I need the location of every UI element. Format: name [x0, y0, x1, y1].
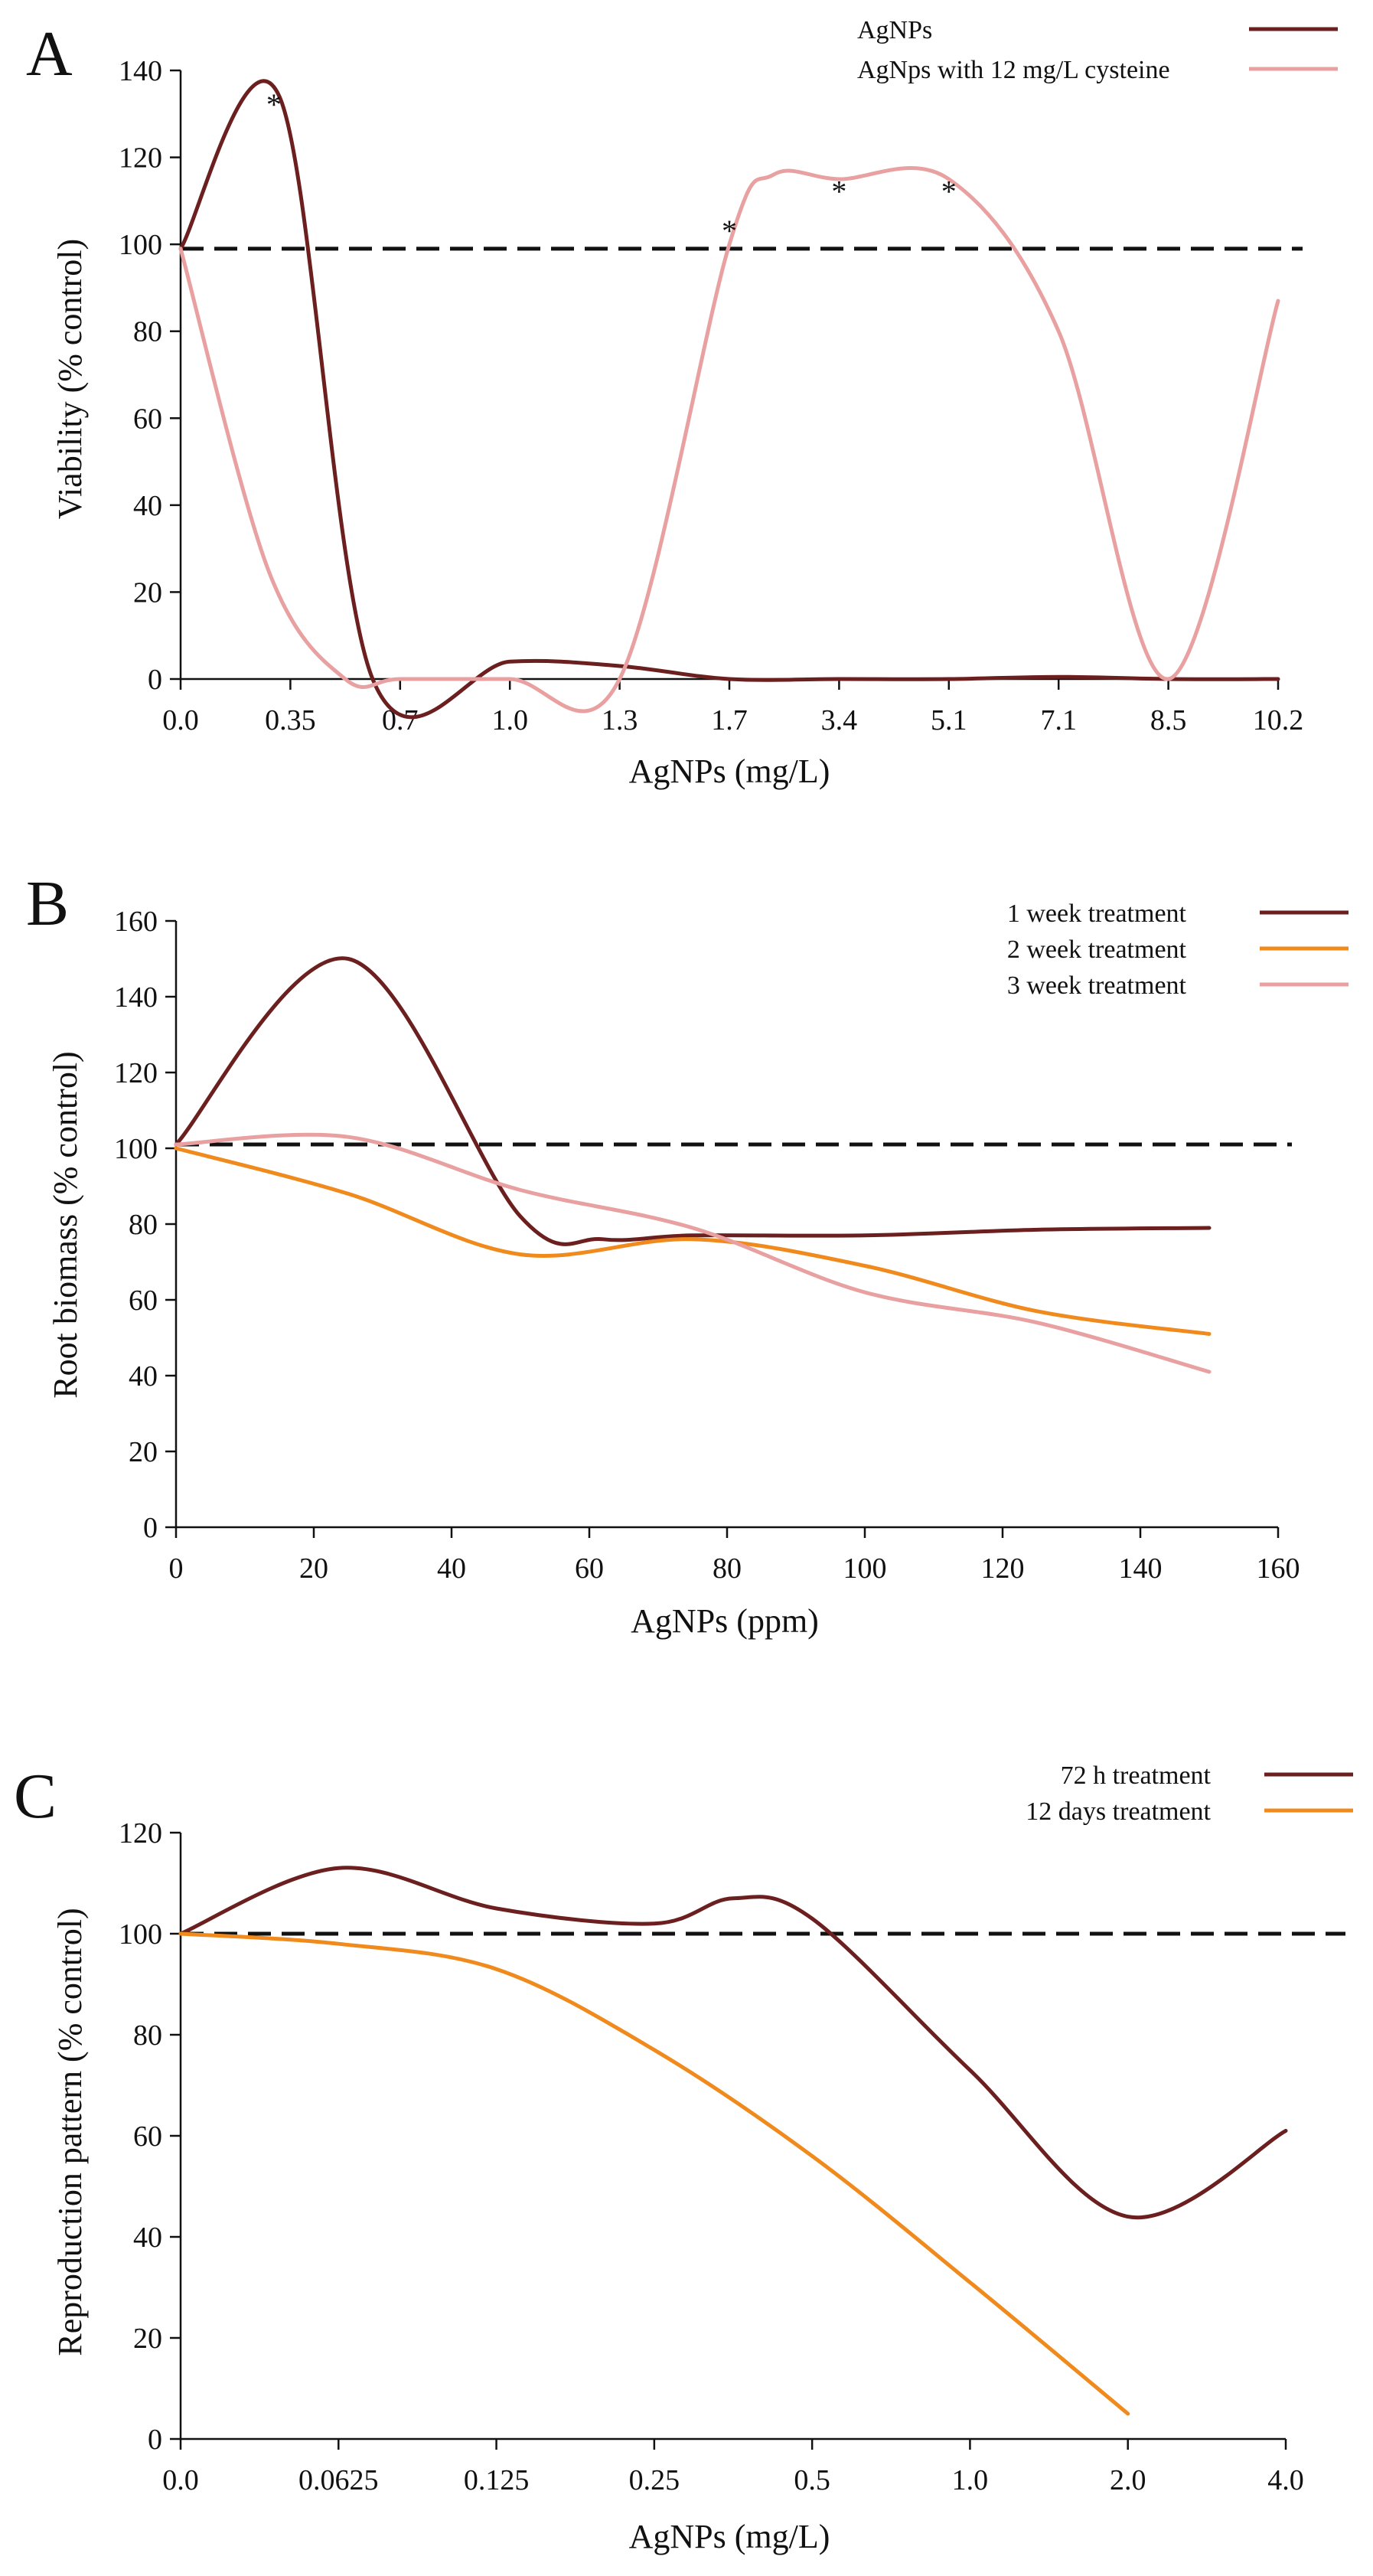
panel-b-x-axis-label: AgNPs (ppm): [631, 1602, 819, 1640]
panel-a-y-tick-label: 100: [119, 229, 162, 261]
panel-b-x-tick-label: 140: [1119, 1552, 1163, 1585]
panel-c-y-tick-label: 20: [133, 2323, 162, 2355]
panel-b-x-tick-label: 160: [1257, 1552, 1300, 1585]
panel-b-x-tick-label: 80: [713, 1552, 742, 1585]
panel-b-series-2-line: [174, 1146, 1212, 1336]
panel-c-legend-label: 72 h treatment: [1061, 1761, 1212, 1790]
panel-c-series-2-line: [178, 1931, 1130, 2416]
panel-a-axes-layer: 0 20 40 60 80 100 120 140 0.0 0.35 0.7 1.0 1.3 1.7 3.4…: [119, 55, 1303, 736]
panel-a-y-tick-label: 40: [133, 490, 162, 522]
panel-a-x-tick-label: 0.7: [382, 704, 419, 736]
panel-b-legend-label: 3 week treatment: [1007, 971, 1187, 1000]
panel-a-x-tick-label: 3.4: [821, 704, 858, 736]
panel-b-x-tick-label: 40: [437, 1552, 466, 1585]
panel-a-x-tick-label: 0.35: [265, 704, 316, 736]
panel-a-legend-label: AgNPs: [857, 16, 932, 44]
panel-b-legend-label: 2 week treatment: [1007, 935, 1187, 964]
panel-c-x-tick-label: 4.0: [1267, 2464, 1304, 2496]
panel-c-axes-layer: 0 20 40 60 80 100 120 0.0 0.0625 0.125 0.25 0.5 1.0 2…: [119, 1817, 1304, 2496]
panel-c-y-axis-label: Reproduction pattern (% control): [51, 1908, 89, 2356]
panel-a: A 0 20 40 60 80 100 120 140 0.0 0.35 0.7 1.0 1.3 1.7 3…: [26, 16, 1338, 790]
panel-b-x-tick-label: 60: [575, 1552, 604, 1585]
panel-b-y-tick-label: 160: [114, 906, 158, 938]
panel-b: B 0 20 40 60 80 100 120 140 160 0 20 40 60 80 100 120 14…: [26, 868, 1349, 1640]
panel-a-significance-star: *: [266, 87, 282, 122]
panel-c-y-tick-label: 120: [119, 1817, 162, 1850]
panel-c-legend: 72 h treatment 12 days treatment: [1026, 1761, 1353, 1826]
panel-b-y-tick-label: 120: [114, 1057, 158, 1089]
panel-a-legend-label: AgNps with 12 mg/L cysteine: [857, 56, 1170, 84]
panel-b-axes-layer: 0 20 40 60 80 100 120 140 160 0 20 40 60 80 100 120 140 1…: [114, 906, 1300, 1585]
panel-a-significance-star: *: [831, 175, 846, 209]
panel-b-series-1-line: [174, 956, 1212, 1246]
panel-c-x-tick-label: 2.0: [1110, 2464, 1146, 2496]
panel-c-y-tick-label: 40: [133, 2222, 162, 2254]
panel-b-series-3-line: [174, 1132, 1212, 1374]
panel-a-legend: AgNPs AgNps with 12 mg/L cysteine: [857, 16, 1338, 84]
panel-c-x-tick-label: 0.125: [464, 2464, 530, 2496]
panel-c-legend-label: 12 days treatment: [1026, 1797, 1211, 1826]
panel-a-x-tick-label: 10.2: [1253, 704, 1304, 736]
panel-a-x-tick-label: 7.1: [1040, 704, 1077, 736]
panel-c-x-tick-label: 0.25: [629, 2464, 680, 2496]
panel-a-y-tick-label: 20: [133, 576, 162, 609]
panel-b-y-tick-label: 0: [143, 1512, 158, 1544]
panel-a-significance-star: *: [722, 214, 737, 248]
panel-a-series-1-line: [178, 79, 1280, 720]
panel-c-letter: C: [14, 1761, 57, 1832]
panel-a-y-tick-label: 80: [133, 316, 162, 348]
panel-b-legend-label: 1 week treatment: [1007, 899, 1187, 928]
panel-b-letter: B: [26, 868, 69, 939]
panel-c-x-tick-label: 0.0: [162, 2464, 199, 2496]
panel-a-series-2-line: [178, 165, 1280, 713]
panel-c-x-axis-label: AgNPs (mg/L): [629, 2518, 830, 2555]
panel-c-x-tick-label: 1.0: [952, 2464, 989, 2496]
panel-b-y-tick-label: 80: [129, 1209, 158, 1241]
panel-b-series-layer: [174, 956, 1212, 1374]
panel-b-y-tick-label: 140: [114, 981, 158, 1014]
panel-a-x-tick-label: 1.7: [711, 704, 748, 736]
panel-a-x-tick-label: 5.1: [931, 704, 967, 736]
panel-b-legend: 1 week treatment 2 week treatment 3 week t…: [1007, 899, 1349, 1000]
panel-b-y-axis-label: Root biomass (% control): [47, 1051, 84, 1398]
panel-a-y-tick-label: 60: [133, 403, 162, 435]
panel-a-y-tick-label: 140: [119, 55, 162, 87]
panel-a-x-tick-label: 0.0: [162, 704, 199, 736]
panel-c-series-1-line: [178, 1866, 1288, 2220]
panel-a-x-axis-label: AgNPs (mg/L): [629, 753, 830, 790]
panel-a-x-tick-label: 8.5: [1150, 704, 1187, 736]
panel-c-y-tick-label: 0: [148, 2424, 162, 2456]
panel-a-y-tick-label: 120: [119, 142, 162, 175]
panel-c-y-tick-label: 100: [119, 1918, 162, 1951]
panel-b-x-tick-label: 100: [843, 1552, 887, 1585]
panel-c: C 0 20 40 60 80 100 120 0.0 0.0625 0.125 0.25 0.5 1.…: [14, 1761, 1353, 2555]
panel-c-x-tick-label: 0.5: [794, 2464, 830, 2496]
panel-b-y-tick-label: 100: [114, 1133, 158, 1165]
panel-b-x-tick-label: 120: [981, 1552, 1025, 1585]
panel-a-y-tick-label: 0: [148, 664, 162, 696]
panel-a-x-tick-label: 1.3: [602, 704, 638, 736]
panel-a-letter: A: [26, 18, 73, 90]
panel-b-y-tick-label: 40: [129, 1360, 158, 1392]
panel-b-y-tick-label: 20: [129, 1436, 158, 1468]
panel-a-series-layer: * * * *: [178, 79, 1280, 720]
panel-c-y-tick-label: 60: [133, 2121, 162, 2153]
panel-b-y-tick-label: 60: [129, 1285, 158, 1317]
panel-a-y-axis-label: Viability (% control): [51, 239, 89, 519]
panel-a-x-tick-label: 1.0: [491, 704, 528, 736]
panel-c-x-tick-label: 0.0625: [298, 2464, 379, 2496]
panel-a-significance-star: *: [941, 175, 957, 209]
panel-b-x-tick-label: 0: [169, 1552, 184, 1585]
panel-c-y-tick-label: 80: [133, 2019, 162, 2052]
panel-c-series-layer: [178, 1866, 1288, 2416]
panel-b-x-tick-label: 20: [299, 1552, 328, 1585]
